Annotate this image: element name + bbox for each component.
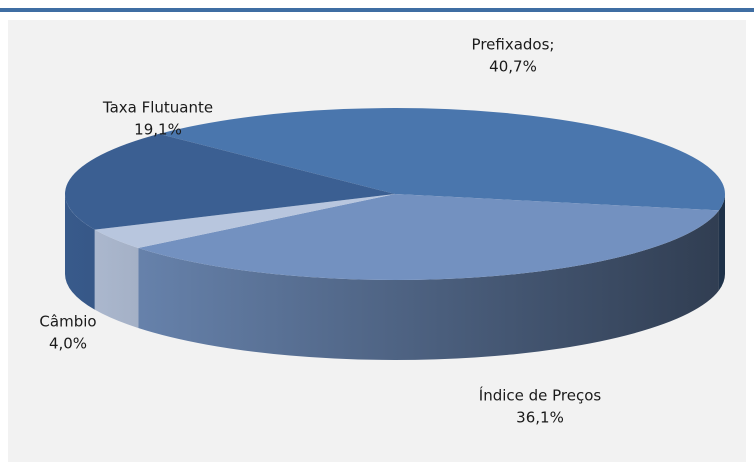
value-label: 36,1% bbox=[516, 409, 564, 427]
value-label: 40,7% bbox=[489, 58, 537, 76]
value-label: 19,1% bbox=[134, 121, 182, 139]
value-label: 4,0% bbox=[49, 335, 87, 353]
slice bbox=[94, 194, 395, 249]
slice-label: Taxa Flutuante bbox=[102, 99, 213, 117]
slice-side bbox=[94, 229, 139, 329]
slice-side bbox=[138, 210, 719, 361]
slice bbox=[138, 194, 719, 281]
slice bbox=[158, 108, 726, 211]
top-rule bbox=[0, 8, 754, 12]
slice-label: Câmbio bbox=[39, 313, 96, 331]
slice-label: Prefixados; bbox=[472, 36, 555, 54]
slice-label: Índice de Preços bbox=[479, 386, 602, 405]
slice-side bbox=[65, 194, 95, 310]
slice bbox=[65, 133, 396, 230]
slice-side bbox=[718, 194, 725, 291]
